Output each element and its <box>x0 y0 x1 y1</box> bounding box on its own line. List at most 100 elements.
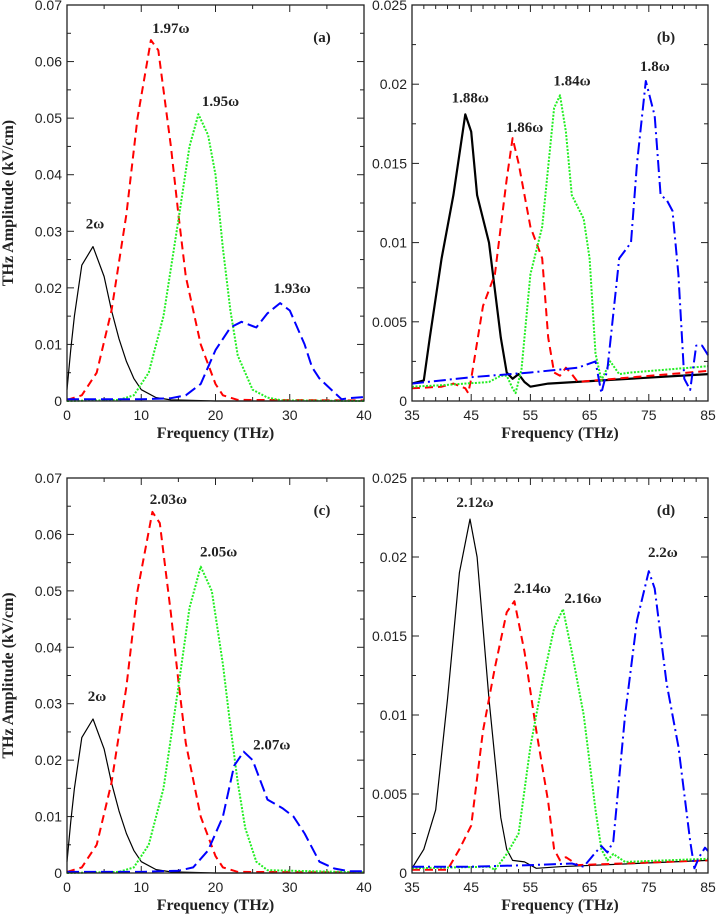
series-line-0 <box>66 246 364 402</box>
x-tick-label: 55 <box>523 407 539 423</box>
y-axis-label: THz Amplitude (kV/cm) <box>0 120 17 286</box>
y-tick-label: 0.04 <box>35 167 62 183</box>
series-label: 2.16ω <box>564 591 601 607</box>
y-tick-label: 0 <box>399 865 407 881</box>
x-tick-label: 0 <box>63 407 71 423</box>
y-tick-label: 0.06 <box>35 54 62 70</box>
series-line-3 <box>67 750 364 873</box>
x-tick-label: 40 <box>356 879 372 895</box>
series-label: 1.97ω <box>152 21 189 37</box>
x-tick-label: 85 <box>700 407 716 423</box>
series-line-2 <box>411 94 709 395</box>
panel-a: 0 10 20 30 40 0 0.01 0.02 0.03 0.04 0.05 0.06 0.07 2ω… <box>0 0 372 442</box>
x-tick-label: 65 <box>582 407 598 423</box>
x-tick-label: 20 <box>208 407 224 423</box>
series-line-1 <box>66 510 365 874</box>
x-axis-label: Frequency (THz) <box>501 425 618 442</box>
series-label: 1.95ω <box>202 94 239 110</box>
x-axis-label: Frequency (THz) <box>501 897 618 914</box>
y-tick-label: 0.01 <box>35 336 62 352</box>
series-line-1 <box>412 600 709 871</box>
series-line-3 <box>411 80 709 395</box>
series-label: 1.88ω <box>452 90 489 106</box>
y-tick-label: 0.01 <box>380 235 407 251</box>
y-tick-label: 0.01 <box>35 809 62 825</box>
y-tick-label: 0 <box>54 865 62 881</box>
y-tick-label: 0.015 <box>372 155 407 171</box>
y-tick-label: 0.02 <box>380 549 407 565</box>
y-tick-label: 0.03 <box>35 696 62 712</box>
series-label: 2ω <box>88 689 107 705</box>
x-tick-label: 30 <box>282 879 298 895</box>
series-label: 1.86ω <box>506 120 543 136</box>
plot-frame <box>411 4 709 402</box>
series-line-2 <box>411 608 709 871</box>
y-tick-label: 0.07 <box>35 0 62 13</box>
y-tick-label: 0.005 <box>372 786 407 802</box>
series-label: 2.2ω <box>648 545 678 561</box>
x-tick-label: 10 <box>133 407 149 423</box>
plot-frame <box>411 477 709 874</box>
x-tick-label: 75 <box>641 879 657 895</box>
y-tick-label: 0 <box>399 393 407 409</box>
y-tick-label: 0.05 <box>35 583 62 599</box>
x-tick-label: 75 <box>641 407 657 423</box>
series-label: 2.12ω <box>456 495 493 511</box>
panel-label: (b) <box>657 30 675 46</box>
panel-d: 35 45 55 65 75 85 0 0.005 0.01 0.015 0.02 0.025 2.12… <box>372 470 716 914</box>
x-tick-label: 20 <box>208 879 224 895</box>
x-tick-label: 85 <box>700 879 716 895</box>
y-tick-label: 0.03 <box>35 223 62 239</box>
x-tick-label: 45 <box>463 407 479 423</box>
series-label: 2.03ω <box>150 492 187 508</box>
series-line-1 <box>411 137 709 395</box>
panel-c: 0 10 20 30 40 0 0.01 0.02 0.03 0.04 0.05 0.06 0.07 2ω… <box>0 470 372 914</box>
panel-label: (a) <box>313 30 331 46</box>
series-label: 2.07ω <box>253 738 290 754</box>
y-tick-label: 0.005 <box>372 314 407 330</box>
y-tick-label: 0.02 <box>35 280 62 296</box>
y-axis-label: THz Amplitude (kV/cm) <box>0 592 17 758</box>
y-tick-label: 0 <box>54 393 62 409</box>
x-tick-label: 0 <box>63 879 71 895</box>
series-label: 1.8ω <box>640 59 670 75</box>
series-line-0 <box>66 718 364 874</box>
y-tick-label: 0.02 <box>35 752 62 768</box>
series-label: 2.05ω <box>200 545 237 561</box>
y-tick-label: 0.05 <box>35 110 62 126</box>
panel-b: 35 45 55 65 75 85 0 0.005 0.01 0.015 0.02 0.025 1.88… <box>372 0 716 442</box>
y-tick-label: 0.015 <box>372 628 407 644</box>
x-tick-label: 65 <box>582 879 598 895</box>
x-tick-label: 40 <box>356 407 372 423</box>
plot-frame <box>66 477 365 874</box>
series-line-0 <box>411 518 709 869</box>
y-tick-label: 0.02 <box>380 76 407 92</box>
series-line-3 <box>412 570 709 870</box>
x-tick-label: 30 <box>282 407 298 423</box>
y-tick-label: 0.06 <box>35 526 62 542</box>
series-line-0 <box>411 113 709 388</box>
series-label: 2ω <box>86 217 105 233</box>
series-label: 2.14ω <box>514 581 551 597</box>
panel-label: (d) <box>657 503 675 519</box>
y-tick-label: 0.025 <box>372 0 407 13</box>
y-tick-label: 0.025 <box>372 470 407 486</box>
x-tick-label: 10 <box>133 879 149 895</box>
series-label: 1.93ω <box>273 281 310 297</box>
x-tick-label: 35 <box>404 407 420 423</box>
x-tick-label: 35 <box>404 879 420 895</box>
y-tick-label: 0.07 <box>35 470 62 486</box>
x-tick-label: 45 <box>463 879 479 895</box>
x-axis-label: Frequency (THz) <box>157 897 274 914</box>
y-tick-label: 0.01 <box>380 707 407 723</box>
panel-label: (c) <box>314 503 331 519</box>
y-tick-label: 0.04 <box>35 639 62 655</box>
series-line-2 <box>66 113 365 402</box>
series-line-3 <box>67 302 365 401</box>
plot-frame <box>66 4 365 402</box>
series-label: 1.84ω <box>553 73 590 89</box>
x-axis-label: Frequency (THz) <box>157 425 274 442</box>
x-tick-label: 55 <box>523 879 539 895</box>
series-line-2 <box>66 565 365 874</box>
